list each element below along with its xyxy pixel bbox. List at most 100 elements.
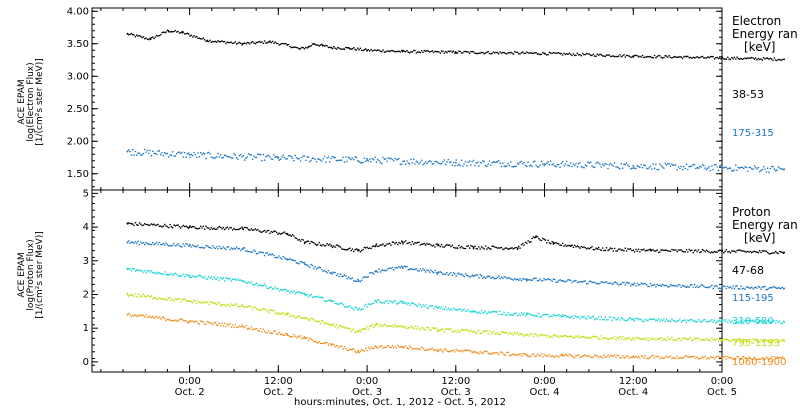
proton-trace-795-1193 — [600, 335, 603, 337]
proton-trace-795-1193 — [454, 329, 456, 332]
proton-trace-115-195 — [307, 265, 310, 267]
proton-trace-1060-1900 — [410, 346, 412, 349]
proton-trace-47-68 — [704, 250, 706, 253]
proton-trace-310-580 — [538, 312, 540, 315]
x-tick-date-label: Oct. 3 — [441, 387, 471, 398]
electron-trace-38-53 — [191, 36, 194, 38]
proton-trace-1060-1900 — [665, 354, 668, 357]
proton-trace-310-580 — [579, 317, 581, 320]
electron-trace-38-53 — [411, 51, 414, 53]
proton-trace-47-68 — [250, 228, 253, 230]
proton-trace-115-195 — [213, 246, 215, 249]
proton-trace-1060-1900 — [604, 356, 607, 358]
proton-trace-47-68 — [246, 227, 249, 229]
proton-trace-1060-1900 — [635, 355, 637, 358]
proton-trace-1060-1900 — [400, 345, 403, 348]
proton-trace-47-68 — [137, 224, 139, 227]
proton-trace-47-68 — [171, 226, 174, 229]
proton-trace-310-580 — [303, 292, 306, 295]
electron-ytick-label: 1.50 — [67, 169, 89, 180]
electron-trace-38-53 — [157, 35, 159, 37]
proton-trace-310-580 — [235, 279, 238, 282]
proton-trace-115-195 — [700, 284, 702, 286]
proton-trace-1060-1900 — [523, 352, 525, 355]
proton-trace-795-1193 — [653, 337, 656, 340]
proton-trace-47-68 — [343, 248, 346, 251]
proton-trace-310-580 — [291, 291, 294, 294]
proton-trace-310-580 — [502, 313, 504, 316]
proton-trace-47-68 — [391, 241, 394, 243]
proton-trace-795-1193 — [311, 317, 314, 320]
proton-point-795-1193 — [286, 313, 289, 316]
electron-trace-175-315 — [681, 169, 684, 171]
proton-trace-310-580 — [495, 311, 498, 313]
proton-trace-115-195 — [242, 247, 245, 249]
proton-trace-310-580 — [667, 320, 669, 322]
proton-trace-47-68 — [179, 227, 182, 229]
proton-trace-115-195 — [530, 279, 532, 282]
electron-trace-38-53 — [756, 59, 758, 61]
proton-trace-310-580 — [391, 301, 394, 304]
proton-trace-115-195 — [347, 276, 350, 279]
electron-trace-175-315 — [709, 169, 712, 172]
proton-trace-115-195 — [494, 277, 496, 280]
electron-ylabel-line-1: ACE EPAM — [17, 79, 27, 124]
proton-trace-795-1193 — [438, 330, 440, 332]
proton-trace-47-68 — [701, 248, 704, 251]
proton-trace-115-195 — [640, 282, 643, 284]
proton-trace-47-68 — [669, 250, 672, 253]
proton-trace-795-1193 — [318, 320, 321, 323]
proton-trace-1060-1900 — [647, 357, 649, 360]
proton-trace-310-580 — [539, 315, 541, 318]
proton-trace-1060-1900 — [559, 354, 561, 357]
proton-trace-115-195 — [450, 271, 452, 274]
proton-trace-1060-1900 — [241, 324, 243, 326]
proton-trace-1060-1900 — [362, 349, 364, 352]
electron-trace-38-53 — [299, 47, 302, 50]
proton-trace-310-580 — [556, 315, 559, 317]
proton-trace-795-1193 — [140, 294, 142, 297]
proton-trace-115-195 — [359, 280, 362, 283]
electron-trace-38-53 — [749, 57, 752, 59]
proton-trace-47-68 — [500, 246, 503, 249]
proton-trace-310-580 — [703, 319, 705, 321]
proton-trace-795-1193 — [584, 336, 587, 339]
electron-trace-175-315 — [197, 152, 199, 154]
proton-trace-795-1193 — [214, 302, 217, 305]
proton-trace-47-68 — [419, 244, 422, 246]
proton-trace-1060-1900 — [663, 357, 665, 360]
proton-trace-795-1193 — [459, 330, 462, 333]
electron-trace-38-53 — [777, 58, 780, 61]
proton-trace-310-580 — [327, 299, 330, 302]
electron-legend-175-315: 175-315 — [732, 128, 774, 139]
electron-trace-175-315 — [661, 166, 664, 168]
proton-trace-1060-1900 — [466, 349, 468, 352]
proton-trace-310-580 — [249, 282, 251, 284]
electron-trace-38-53 — [331, 47, 334, 50]
electron-trace-175-315 — [205, 157, 207, 160]
proton-trace-795-1193 — [233, 304, 235, 307]
electron-trace-38-53 — [532, 52, 535, 55]
electron-trace-38-53 — [247, 42, 250, 44]
proton-trace-1060-1900 — [669, 355, 672, 357]
proton-trace-115-195 — [319, 266, 322, 269]
proton-trace-47-68 — [699, 251, 701, 254]
proton-trace-795-1193 — [510, 333, 512, 335]
electron-trace-175-315 — [708, 165, 710, 168]
proton-trace-795-1193 — [753, 339, 756, 342]
electron-trace-175-315 — [768, 171, 770, 173]
electron-trace-38-53 — [593, 55, 596, 57]
proton-trace-1060-1900 — [146, 316, 149, 319]
proton-trace-1060-1900 — [613, 354, 616, 356]
proton-trace-115-195 — [456, 272, 459, 275]
electron-trace-38-53 — [773, 57, 776, 59]
proton-trace-795-1193 — [321, 320, 323, 322]
proton-trace-115-195 — [764, 285, 766, 288]
proton-trace-1060-1900 — [633, 356, 636, 359]
electron-trace-175-315 — [693, 163, 696, 166]
proton-trace-115-195 — [733, 287, 736, 290]
proton-trace-115-195 — [665, 284, 668, 287]
proton-trace-310-580 — [772, 320, 774, 323]
proton-trace-795-1193 — [605, 337, 608, 340]
proton-trace-47-68 — [225, 227, 227, 229]
